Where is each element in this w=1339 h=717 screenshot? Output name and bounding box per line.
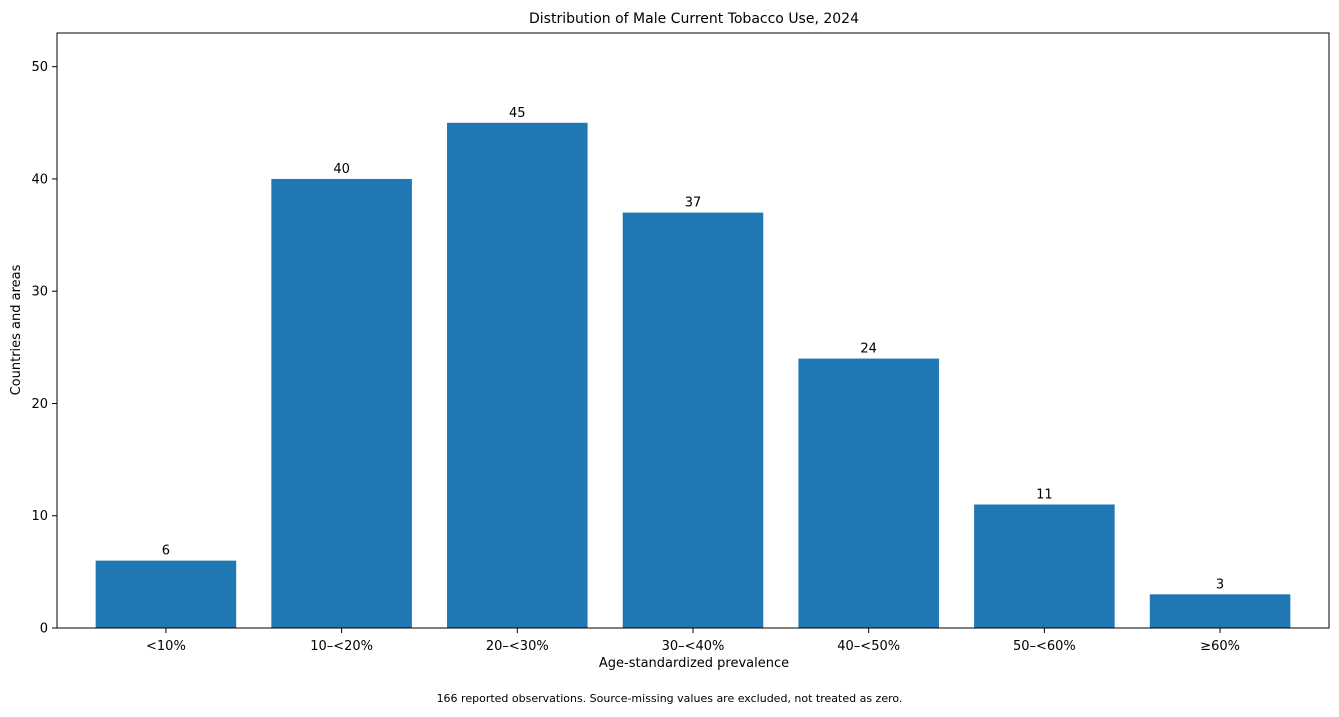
x-tick-label: ≥60% — [1200, 639, 1240, 654]
plot-area: 0 10 20 30 40 50 6 <10% 40 10–<20% 45 20–<30% 37 30–<… — [31, 60, 1291, 654]
x-tick-label: 20–<30% — [486, 639, 549, 654]
bar-data-label: 40 — [333, 162, 350, 177]
bar — [974, 504, 1115, 628]
y-tick-label: 10 — [31, 509, 48, 524]
bar-data-label: 24 — [860, 342, 877, 357]
bar — [798, 358, 939, 628]
y-tick-label: 30 — [31, 285, 48, 300]
y-tick-label: 40 — [31, 172, 48, 187]
x-axis-label: Age-standardized prevalence — [599, 656, 789, 671]
bar-data-label: 45 — [509, 106, 526, 121]
x-tick-label: 10–<20% — [310, 639, 373, 654]
x-tick-label: <10% — [146, 639, 186, 654]
bar-data-label: 37 — [685, 196, 702, 211]
x-tick-label: 30–<40% — [662, 639, 725, 654]
y-axis-label: Countries and areas — [9, 264, 24, 395]
bar — [447, 122, 588, 629]
y-tick-label: 20 — [31, 397, 48, 412]
y-tick-label: 0 — [40, 622, 48, 637]
x-tick-label: 40–<50% — [837, 639, 900, 654]
bar — [95, 560, 237, 628]
bar — [1149, 594, 1291, 628]
y-tick-label: 50 — [31, 60, 48, 75]
x-tick-label: 50–<60% — [1013, 639, 1076, 654]
bar-data-label: 3 — [1216, 577, 1224, 592]
footnote: 166 reported observations. Source-missin… — [436, 692, 903, 705]
chart-title: Distribution of Male Current Tobacco Use… — [529, 11, 859, 27]
bar-data-label: 6 — [162, 544, 170, 559]
bar — [622, 212, 764, 629]
plot-frame — [56, 32, 1330, 629]
bar — [271, 178, 412, 628]
bar-data-label: 11 — [1036, 488, 1053, 503]
